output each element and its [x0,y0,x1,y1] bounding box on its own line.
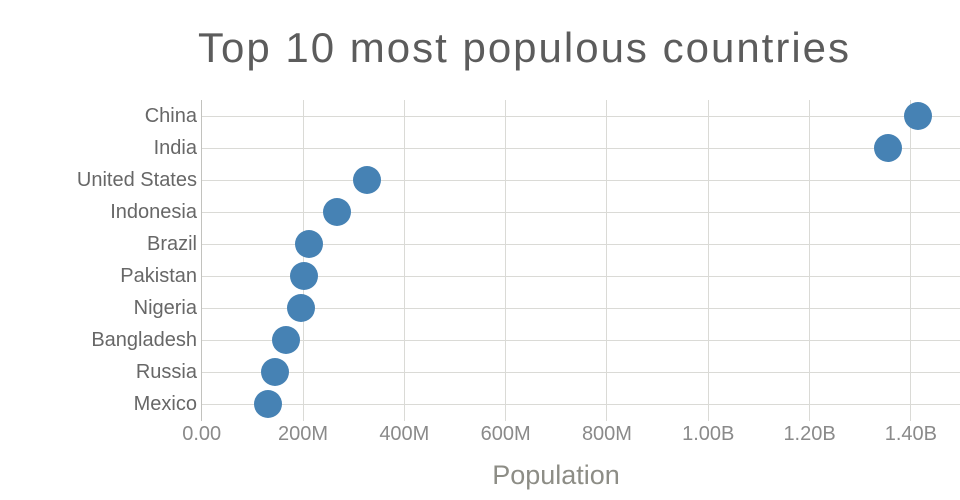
y-gridline-bangladesh [202,339,960,341]
y-gridline-united-states [202,179,960,181]
chart-title: Top 10 most populous countries [198,24,852,71]
x-tick-label-400m: 400M [379,423,430,445]
y-gridline-india [202,147,960,149]
y-tick-label-indonesia: Indonesia [110,201,197,223]
y-tick-label-bangladesh: Bangladesh [91,329,197,351]
x-tick-label-0-00: 0.00 [182,423,222,445]
y-tick-label-mexico: Mexico [133,393,197,415]
data-point-bangladesh[interactable] [271,326,300,354]
data-point-nigeria[interactable] [286,294,315,322]
y-tick-label-united-states: United States [76,169,197,191]
x-gridline-800m [606,100,608,421]
y-gridline-china [202,115,960,117]
x-tick-label-1-40b: 1.40B [884,423,938,445]
y-tick-label-china: China [144,105,197,127]
x-tick-label-600m: 600M [480,423,531,445]
x-tick-label-800m: 800M [581,423,632,445]
y-gridline-mexico [202,403,960,405]
x-tick-label-1-00b: 1.00B [682,423,735,445]
y-tick-label-russia: Russia [135,361,197,383]
y-tick-label-nigeria: Nigeria [133,297,197,319]
data-point-mexico[interactable] [254,390,283,418]
x-gridline-600m [505,100,507,421]
y-gridline-russia [202,371,960,373]
x-gridline-400m [403,100,405,421]
data-point-pakistan[interactable] [289,262,318,290]
y-gridline-indonesia [202,211,960,213]
data-point-india[interactable] [873,134,902,162]
x-tick-label-1-20b: 1.20B [783,423,836,445]
x-gridline-1-20b [809,100,811,421]
data-point-russia[interactable] [260,358,289,386]
y-axis-line [201,100,203,421]
y-tick-label-pakistan: Pakistan [120,265,197,287]
y-tick-label-india: India [153,137,197,159]
x-tick-label-200m: 200M [277,423,329,445]
data-point-indonesia[interactable] [322,198,351,226]
x-gridline-200m [302,100,304,421]
data-point-china[interactable] [904,102,933,130]
data-point-united-states[interactable] [353,166,382,194]
y-tick-label-brazil: Brazil [146,233,197,255]
y-gridline-brazil [202,243,960,245]
y-gridline-pakistan [202,275,960,277]
x-gridline-1-00b [707,100,709,421]
data-point-brazil[interactable] [294,230,323,258]
x-axis-title: Population [492,460,620,490]
y-gridline-nigeria [202,307,960,309]
x-gridline-1-40b [910,100,912,421]
